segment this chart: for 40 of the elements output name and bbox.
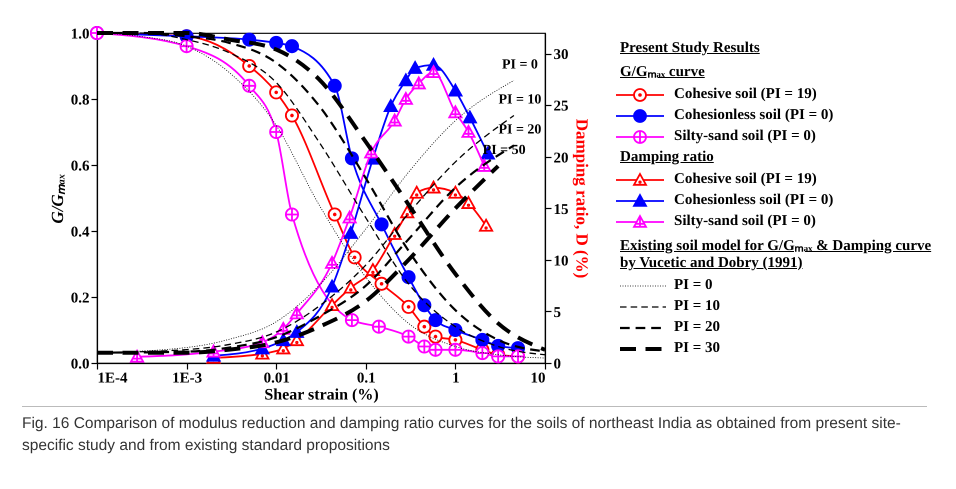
- text: G/Gₘₐₓ curve: [620, 63, 706, 81]
- legend-label: PI = 30: [674, 340, 720, 357]
- y2-tick-label: 5: [554, 304, 561, 321]
- text: Existing soil model for G/Gₘₐₓ & Damping curve by Vucetic and Dobry (1991): [620, 237, 932, 272]
- caption: Fig. 16 Comparison of modulus reduction and damping ratio curves for the soils of northeast India as obtained from present site-specific study and from existing standard propositions: [22, 414, 902, 456]
- x-tick-label: 0.1: [356, 370, 376, 386]
- legend-title: Present Study Results: [620, 40, 761, 57]
- y-tick-label: 0.4: [70, 224, 90, 240]
- x-tick-label: 1E-3: [172, 370, 202, 386]
- y2-tick-label: 0: [554, 356, 561, 372]
- legend-label: Cohesive soil (PI = 19): [674, 86, 817, 103]
- annotation: PI = 20: [498, 122, 542, 138]
- y2-tick-label: 15: [554, 202, 568, 218]
- y-tick-label: 0.0: [70, 356, 90, 372]
- legend-label: Silty-sand soil (PI = 0): [674, 213, 816, 230]
- legend-label: Cohesive soil (PI = 19): [674, 171, 817, 188]
- x-tick-label: 1E-4: [98, 370, 128, 386]
- x-tick-label: 1: [452, 370, 460, 386]
- y-tick-label: 0.2: [70, 290, 90, 306]
- legend-label: PI = 20: [674, 319, 720, 336]
- y-tick-label: 0.6: [70, 158, 90, 174]
- y2-tick-label: 30: [554, 47, 568, 64]
- text: Damping ratio: [620, 149, 715, 166]
- x-tick-label: 0.01: [264, 370, 290, 386]
- legend-label: Cohesionless soil (PI = 0): [674, 107, 834, 124]
- legend-label: Cohesionless soil (PI = 0): [674, 192, 834, 209]
- y2-axis-title: Damping ratio, D (%): [572, 118, 592, 278]
- annotation: PI = 10: [498, 92, 542, 108]
- y-tick-label: 1.0: [70, 26, 90, 42]
- y2-tick-label: 25: [554, 98, 568, 115]
- y2-tick-label: 20: [554, 150, 568, 166]
- x-tick-label: 10: [530, 370, 546, 386]
- x-axis-title: Shear strain (%): [264, 386, 379, 404]
- y-axis-title: G/Gₘₐₓ: [48, 173, 67, 224]
- y2-tick-label: 10: [554, 253, 568, 270]
- legend-label: PI = 10: [674, 298, 720, 315]
- y-tick-label: 0.8: [70, 92, 90, 108]
- legend-label: PI = 0: [674, 277, 713, 294]
- annotation: PI = 0: [502, 57, 538, 72]
- legend-label: Silty-sand soil (PI = 0): [674, 128, 816, 145]
